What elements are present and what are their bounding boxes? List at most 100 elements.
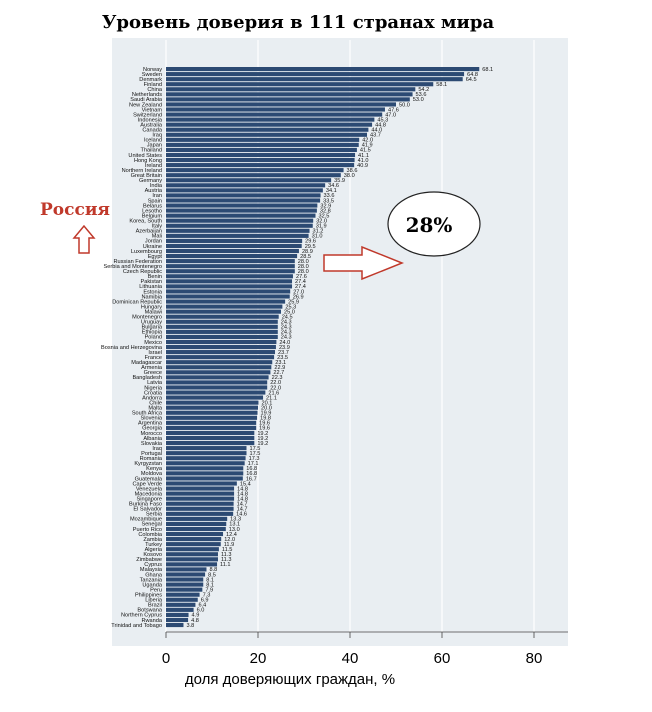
category-label: Georgia <box>142 426 163 432</box>
bar <box>166 521 227 526</box>
bar <box>166 410 258 415</box>
bar <box>166 233 309 238</box>
bar <box>166 526 226 532</box>
value-label: 8.1 <box>206 582 214 588</box>
value-label: 50.0 <box>399 102 410 108</box>
bar <box>166 284 293 289</box>
value-label: 12.4 <box>226 532 237 538</box>
value-label: 13.1 <box>229 522 240 528</box>
bar <box>166 476 243 481</box>
category-label: Sweden <box>142 72 162 78</box>
bar <box>166 370 271 375</box>
category-label: Northern Cyprus <box>121 613 162 619</box>
category-label: Bosnia and Herzegovina <box>101 345 163 351</box>
value-label: 11.9 <box>224 542 234 548</box>
category-label: Kyrgyzstan <box>134 461 162 467</box>
bar <box>166 446 247 451</box>
category-label: Cyprus <box>144 562 162 568</box>
category-labels: NorwaySwedenDenmarkFinlandChinaNetherlan… <box>101 67 163 629</box>
value-label: 38.6 <box>347 168 358 174</box>
category-label: Japan <box>147 143 162 149</box>
bar <box>166 183 326 188</box>
bar <box>166 259 295 264</box>
value-label: 14.7 <box>237 507 248 513</box>
category-label: Lesotho <box>142 208 162 214</box>
category-label: Canada <box>142 128 162 134</box>
category-label: Malta <box>148 405 163 411</box>
bar <box>166 102 396 107</box>
category-label: Austria <box>145 188 163 194</box>
value-label: 31.0 <box>312 234 323 240</box>
category-label: Uganda <box>142 582 162 588</box>
bar <box>166 339 277 345</box>
x-tick-label: 20 <box>250 650 267 667</box>
bar <box>166 597 198 602</box>
bar <box>166 193 321 198</box>
chart-title: Уровень доверия в 111 странах мира <box>102 12 495 33</box>
value-labels: 68.1 64.864.5 58.1 54.253.653.050.047.647.0… <box>186 67 493 629</box>
bar <box>166 208 317 213</box>
value-label: 22.0 <box>270 380 281 386</box>
value-label: 28.5 <box>300 254 311 260</box>
bar <box>166 137 360 142</box>
bar <box>166 299 286 304</box>
x-tick-label: 40 <box>342 650 359 667</box>
value-label: 24.0 <box>279 340 290 346</box>
bar <box>166 456 246 461</box>
value-label: 29.6 <box>305 239 316 245</box>
bar <box>166 506 234 511</box>
value-label: 24.5 <box>282 315 293 321</box>
category-label: Liberia <box>145 598 163 604</box>
value-label: 11.5 <box>222 547 232 553</box>
bar <box>166 269 295 274</box>
value-label: 21.1 <box>266 395 277 401</box>
category-label: Kenya <box>146 466 163 472</box>
value-label: 19.9 <box>261 411 272 417</box>
category-label: Luxembourg <box>131 249 162 255</box>
value-label: 45.3 <box>377 117 388 123</box>
x-tick-label: 0 <box>162 650 170 667</box>
category-label: Botswana <box>137 608 162 614</box>
bar <box>166 264 295 269</box>
category-label: Poland <box>145 335 162 341</box>
value-label: 19.6 <box>259 421 270 427</box>
category-label: Philippines <box>135 592 162 598</box>
category-label: Namibia <box>141 294 162 300</box>
x-axis-ticks: 0 20 40 60 80 <box>162 632 542 667</box>
category-label: Uruguay <box>141 320 162 326</box>
bar <box>166 420 257 425</box>
bar <box>166 395 264 400</box>
category-label: Thailand <box>141 148 162 154</box>
value-label: 19.2 <box>257 441 268 447</box>
bar <box>166 577 204 582</box>
value-label: 16.8 <box>246 471 257 477</box>
bar <box>166 173 341 178</box>
bar <box>166 496 235 501</box>
category-label: Ireland <box>145 163 162 169</box>
category-label: Hong Kong <box>134 158 162 164</box>
bar <box>166 72 465 77</box>
bar <box>166 435 255 441</box>
category-label: Serbia and Montenegro <box>104 264 162 270</box>
value-label: 21.6 <box>268 390 279 396</box>
bar <box>166 294 290 299</box>
value-label: 6.0 <box>197 608 205 614</box>
category-label: Brazil <box>148 603 162 609</box>
category-label: China <box>147 87 163 93</box>
bar <box>166 491 235 496</box>
bar <box>166 163 355 168</box>
bar <box>166 511 234 516</box>
category-label: Australia <box>140 122 163 128</box>
value-label: 8.8 <box>209 567 217 573</box>
value-label: 23.9 <box>279 345 290 351</box>
value-label: 22.7 <box>273 370 284 376</box>
value-label: 22.0 <box>270 385 281 391</box>
value-label: 32.5 <box>319 213 330 219</box>
category-label: Iraq <box>152 133 162 139</box>
bar <box>166 612 189 617</box>
category-label: Madagascar <box>131 360 162 366</box>
bar <box>166 203 318 208</box>
category-label: Moldova <box>141 471 163 477</box>
value-label: 17.5 <box>250 451 261 457</box>
value-label: 25.0 <box>284 309 295 315</box>
